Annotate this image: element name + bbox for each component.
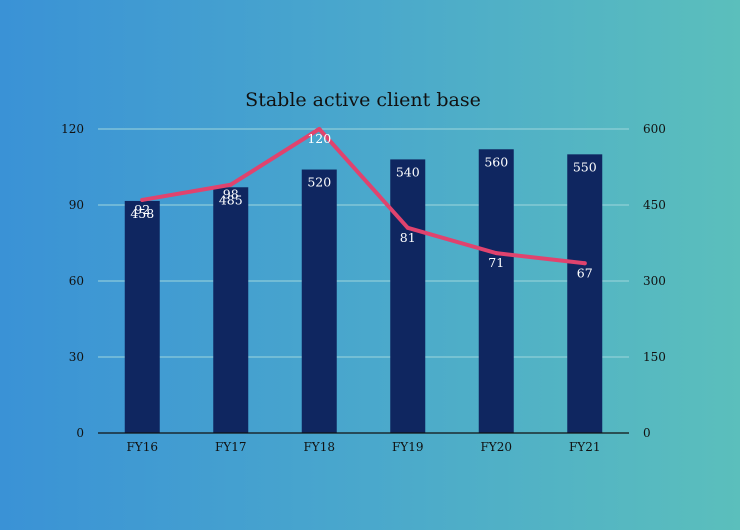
grid-lines [98,128,629,358]
bar-data-label: 520 [307,175,331,190]
line-point [582,261,587,266]
x-axis-tick-label: FY20 [480,440,512,454]
line-data-label: 120 [307,131,331,146]
bar [567,154,603,434]
left-axis-tick-label: 90 [69,198,84,212]
axes: 0 30 60 90 120 0 150 300 450 600 FY16 FY17 FY18 FY19 F… [61,122,666,454]
right-axis-tick-label: 600 [643,122,666,136]
x-axis-tick-label: FY19 [392,440,424,454]
line-point [228,182,233,187]
line-data-label: 81 [400,230,416,245]
line-series [140,127,587,266]
bar [478,149,514,433]
left-axis-tick-label: 60 [69,274,84,288]
right-axis-tick-label: 0 [643,426,651,440]
line-data-label: 98 [223,187,239,202]
line-path [140,127,587,266]
left-axis-tick-label: 120 [61,122,84,136]
bar-data-label: 458 [130,206,154,221]
bar-data-label: 485 [219,192,243,207]
right-axis-tick-label: 150 [643,350,666,364]
x-axis-tick-label: FY17 [215,440,247,454]
bar [390,159,426,433]
line-point [317,127,322,131]
line-data-label: 92 [134,202,150,217]
right-axis-tick-label: 300 [643,274,666,288]
line-point [140,197,145,202]
line-data-label: 67 [577,265,593,280]
x-axis-tick-label: FY18 [303,440,335,454]
bar [213,187,249,433]
chart-title: Stable active client base [245,89,481,111]
data-labels: 458 485 520 540 560 550 92 98 120 81 71 67 [130,131,596,280]
left-axis-tick-label: 0 [76,426,84,440]
bar-data-label: 540 [396,164,420,179]
bar-data-label: 560 [484,154,508,169]
line-data-label: 71 [488,255,504,270]
x-axis-tick-label: FY21 [569,440,601,454]
line-point [494,251,499,256]
bar-series [124,149,603,434]
bar-data-label: 550 [573,159,597,174]
left-axis-tick-label: 30 [69,350,84,364]
bar [301,169,337,434]
right-axis-tick-label: 450 [643,198,666,212]
line-point [405,225,410,230]
x-axis-tick-label: FY16 [126,440,158,454]
bar [124,200,160,433]
